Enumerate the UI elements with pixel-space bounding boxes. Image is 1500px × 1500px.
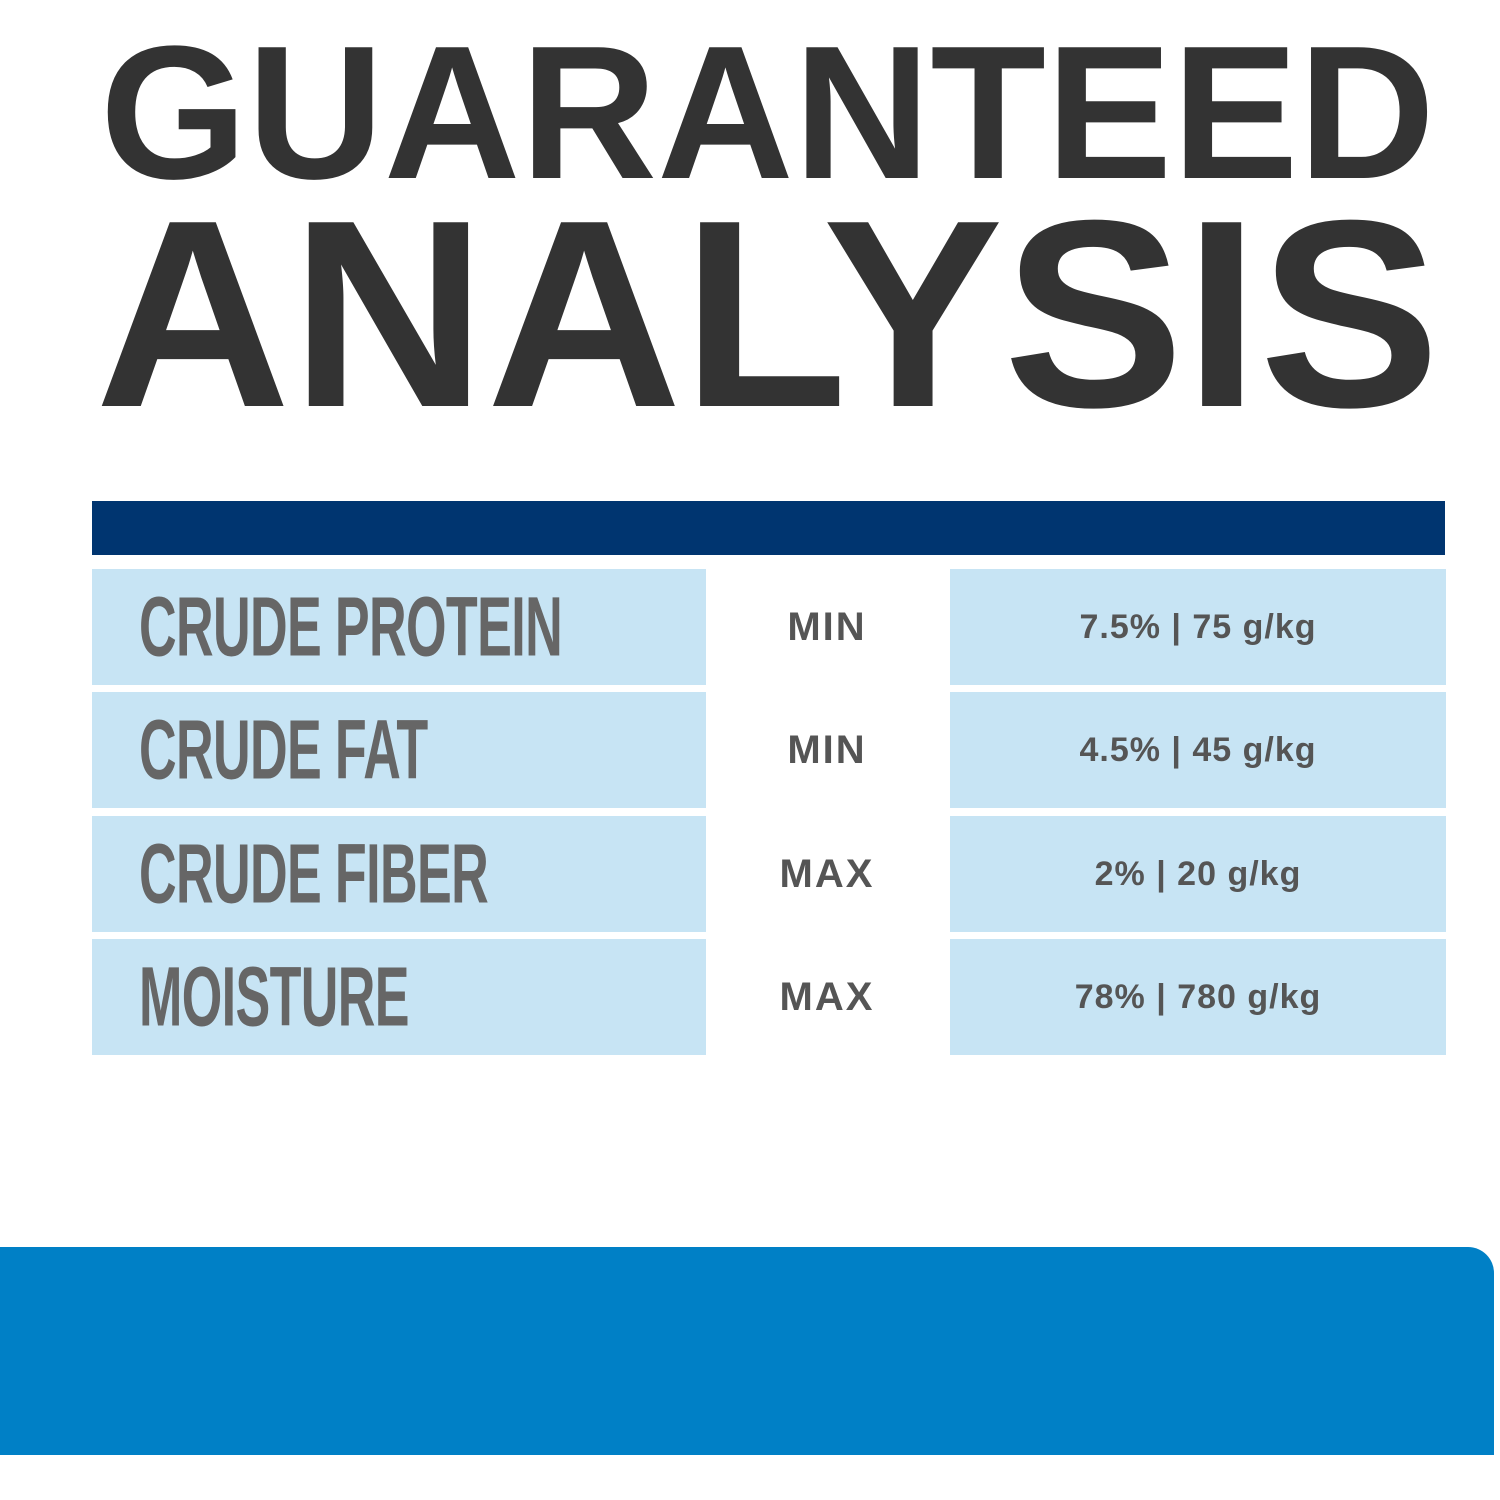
value-cell: 2% | 20 g/kg: [950, 816, 1446, 932]
title-line-1: GUARANTEED: [100, 7, 1435, 219]
nutrient-cell: CRUDE FAT: [92, 692, 706, 808]
nutrient-label: MOISTURE: [139, 949, 410, 1044]
table-row: CRUDE PROTEIN MIN 7.5% | 75 g/kg: [92, 569, 1446, 685]
value-cell: 7.5% | 75 g/kg: [950, 569, 1446, 685]
qualifier-label: MAX: [779, 851, 875, 896]
nutrient-label: CRUDE FIBER: [139, 826, 489, 921]
footer-band: [0, 1247, 1494, 1455]
table-row: MOISTURE MAX 78% | 780 g/kg: [92, 939, 1446, 1055]
table-row: CRUDE FAT MIN 4.5% | 45 g/kg: [92, 692, 1446, 808]
nutrient-cell: CRUDE FIBER: [92, 816, 706, 932]
qualifier-label: MIN: [787, 604, 867, 649]
value-cell: 78% | 780 g/kg: [950, 939, 1446, 1055]
nutrient-label: CRUDE PROTEIN: [139, 579, 563, 674]
qualifier-label: MIN: [787, 727, 867, 772]
nutrient-label: CRUDE FAT: [139, 702, 428, 797]
value-cell: 4.5% | 45 g/kg: [950, 692, 1446, 808]
table-header-bar: [92, 501, 1445, 555]
title-line-2: ANALYSIS: [95, 164, 1440, 463]
nutrient-cell: CRUDE PROTEIN: [92, 569, 706, 685]
table-row: CRUDE FIBER MAX 2% | 20 g/kg: [92, 816, 1446, 932]
nutrient-cell: MOISTURE: [92, 939, 706, 1055]
qualifier-label: MAX: [779, 974, 875, 1019]
